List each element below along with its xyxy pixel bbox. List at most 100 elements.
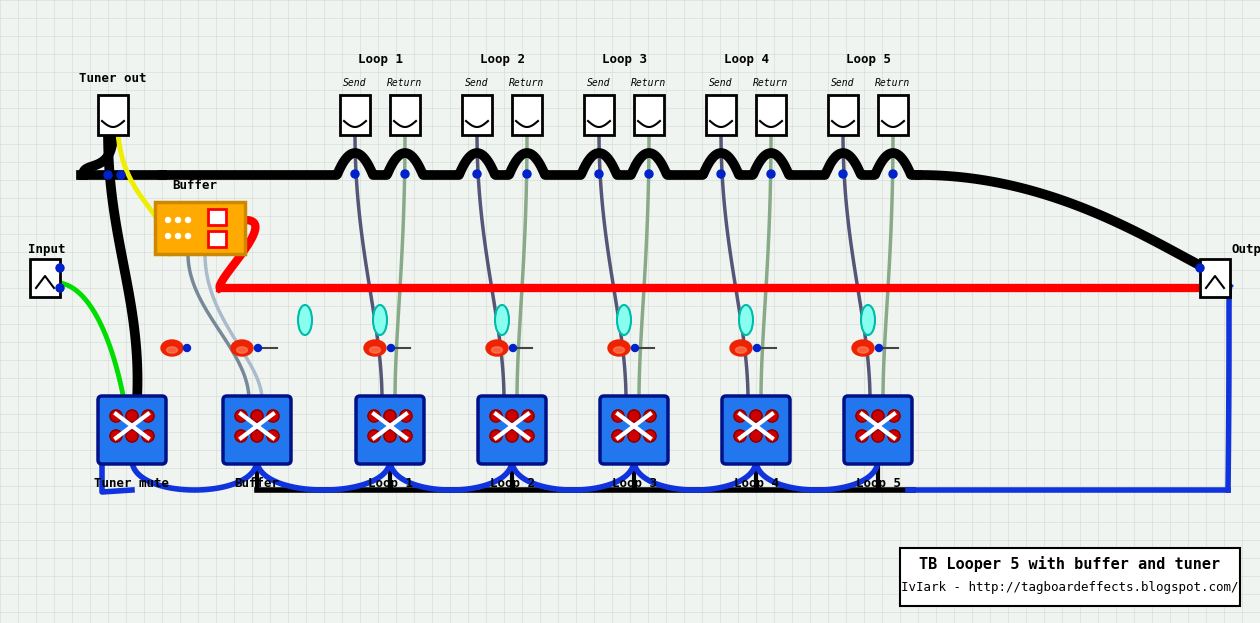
Circle shape xyxy=(388,345,394,351)
FancyBboxPatch shape xyxy=(155,202,244,254)
Circle shape xyxy=(368,430,381,442)
Text: Loop 3: Loop 3 xyxy=(611,477,656,490)
Circle shape xyxy=(766,430,777,442)
Text: Return: Return xyxy=(631,78,667,88)
Text: Send: Send xyxy=(587,78,611,88)
Text: Loop 3: Loop 3 xyxy=(601,54,646,67)
Ellipse shape xyxy=(495,305,509,335)
Circle shape xyxy=(255,345,262,351)
Circle shape xyxy=(142,430,154,442)
Circle shape xyxy=(507,410,518,422)
FancyBboxPatch shape xyxy=(98,396,166,464)
Text: Loop 5: Loop 5 xyxy=(845,54,891,67)
FancyBboxPatch shape xyxy=(756,95,786,135)
Circle shape xyxy=(55,264,64,272)
Circle shape xyxy=(165,234,170,239)
Circle shape xyxy=(627,430,640,442)
Circle shape xyxy=(368,410,381,422)
FancyBboxPatch shape xyxy=(634,95,664,135)
Circle shape xyxy=(644,430,656,442)
Circle shape xyxy=(750,430,762,442)
Circle shape xyxy=(735,430,746,442)
FancyBboxPatch shape xyxy=(828,95,858,135)
Circle shape xyxy=(645,170,653,178)
Circle shape xyxy=(184,345,190,351)
Ellipse shape xyxy=(166,347,178,353)
Circle shape xyxy=(612,410,624,422)
Circle shape xyxy=(872,430,885,442)
Circle shape xyxy=(126,410,139,422)
Ellipse shape xyxy=(858,347,868,353)
Circle shape xyxy=(717,170,724,178)
FancyBboxPatch shape xyxy=(1200,259,1230,297)
FancyBboxPatch shape xyxy=(583,95,614,135)
Circle shape xyxy=(267,430,278,442)
Circle shape xyxy=(856,430,868,442)
Circle shape xyxy=(888,430,900,442)
Text: Loop 4: Loop 4 xyxy=(723,54,769,67)
Circle shape xyxy=(236,430,247,442)
Circle shape xyxy=(612,430,624,442)
Ellipse shape xyxy=(369,347,381,353)
Circle shape xyxy=(352,170,359,178)
Text: Send: Send xyxy=(709,78,733,88)
Circle shape xyxy=(522,430,534,442)
Circle shape xyxy=(490,410,501,422)
Circle shape xyxy=(251,410,263,422)
Text: Send: Send xyxy=(343,78,367,88)
Circle shape xyxy=(872,410,885,422)
Circle shape xyxy=(384,410,396,422)
Circle shape xyxy=(735,410,746,422)
Circle shape xyxy=(888,410,900,422)
Text: Loop 1: Loop 1 xyxy=(368,477,412,490)
Ellipse shape xyxy=(364,340,386,356)
Circle shape xyxy=(110,410,122,422)
Circle shape xyxy=(472,170,481,178)
Ellipse shape xyxy=(617,305,631,335)
Circle shape xyxy=(384,430,396,442)
Ellipse shape xyxy=(614,347,625,353)
Circle shape xyxy=(251,430,263,442)
Ellipse shape xyxy=(730,340,752,356)
Circle shape xyxy=(110,430,122,442)
Text: Buffer: Buffer xyxy=(173,179,218,192)
FancyBboxPatch shape xyxy=(223,396,291,464)
Circle shape xyxy=(631,345,639,351)
Circle shape xyxy=(175,217,180,222)
Circle shape xyxy=(399,410,412,422)
Text: Loop 1: Loop 1 xyxy=(358,54,402,67)
Ellipse shape xyxy=(852,340,874,356)
FancyBboxPatch shape xyxy=(208,209,226,225)
Text: Return: Return xyxy=(876,78,911,88)
Ellipse shape xyxy=(231,340,253,356)
Circle shape xyxy=(644,410,656,422)
FancyBboxPatch shape xyxy=(462,95,491,135)
Circle shape xyxy=(185,234,190,239)
Circle shape xyxy=(856,410,868,422)
Text: Tuner out: Tuner out xyxy=(79,72,146,85)
Circle shape xyxy=(839,170,847,178)
Ellipse shape xyxy=(373,305,387,335)
Circle shape xyxy=(175,234,180,239)
Circle shape xyxy=(165,217,170,222)
FancyBboxPatch shape xyxy=(600,396,668,464)
Circle shape xyxy=(399,430,412,442)
FancyBboxPatch shape xyxy=(512,95,542,135)
Text: Loop 2: Loop 2 xyxy=(489,477,534,490)
FancyBboxPatch shape xyxy=(30,259,60,297)
Text: Output: Output xyxy=(1232,243,1260,256)
Text: Send: Send xyxy=(832,78,854,88)
FancyBboxPatch shape xyxy=(478,396,546,464)
Text: Loop 4: Loop 4 xyxy=(733,477,779,490)
Circle shape xyxy=(105,171,112,179)
FancyBboxPatch shape xyxy=(706,95,736,135)
Ellipse shape xyxy=(861,305,874,335)
Text: Return: Return xyxy=(753,78,789,88)
Text: Return: Return xyxy=(387,78,422,88)
Circle shape xyxy=(890,170,897,178)
Text: Tuner mute: Tuner mute xyxy=(94,477,170,490)
Circle shape xyxy=(267,410,278,422)
Ellipse shape xyxy=(299,305,312,335)
Circle shape xyxy=(55,284,64,292)
FancyBboxPatch shape xyxy=(878,95,908,135)
